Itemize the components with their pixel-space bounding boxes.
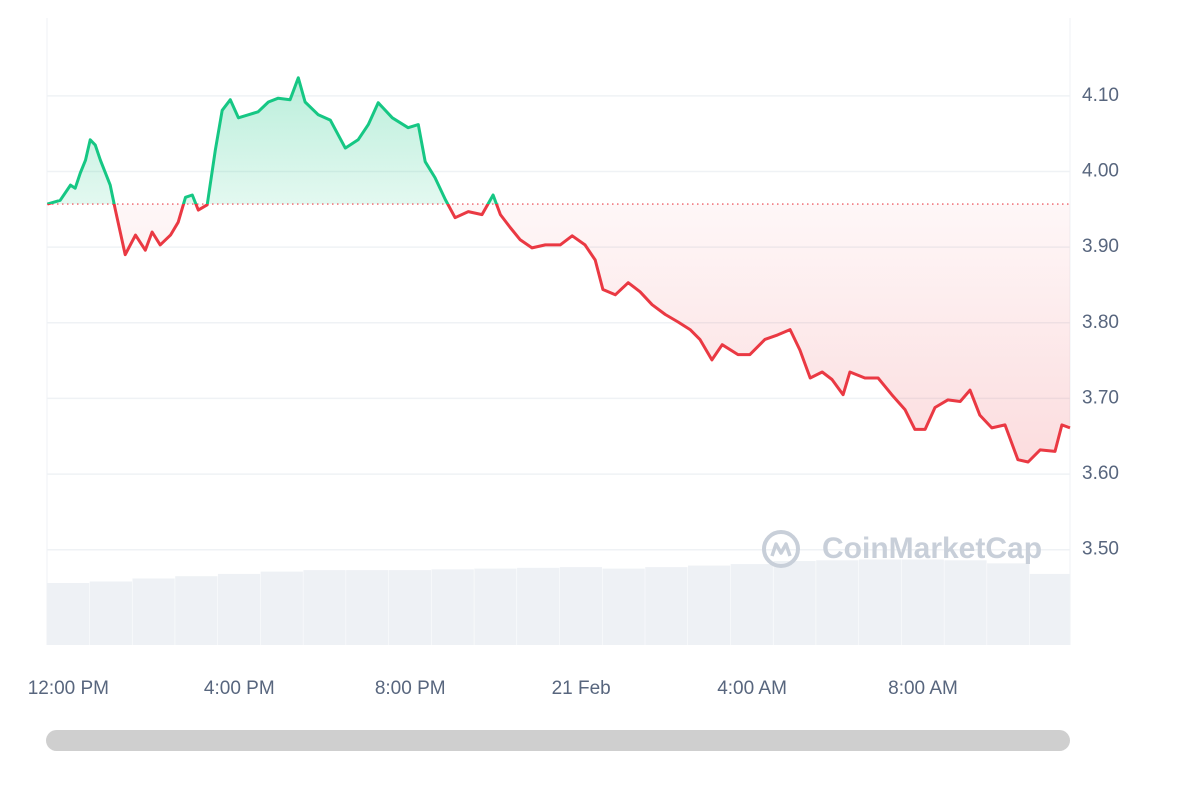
y-tick-label: 4.00 bbox=[1082, 161, 1119, 182]
volume-bar bbox=[217, 573, 261, 645]
volume-bar bbox=[47, 582, 90, 645]
volume-bar bbox=[1029, 573, 1070, 645]
x-tick-label: 12:00 PM bbox=[28, 678, 109, 699]
volume-bar bbox=[901, 559, 944, 645]
watermark-text: CoinMarketCap bbox=[822, 532, 1042, 565]
volume-bar bbox=[687, 565, 731, 645]
volume-bar bbox=[730, 564, 773, 645]
grid-layer bbox=[46, 18, 1071, 645]
volume-bar bbox=[987, 563, 1030, 645]
volume-bar bbox=[388, 570, 432, 645]
y-tick-label: 3.90 bbox=[1082, 236, 1119, 257]
volume-bar bbox=[944, 560, 987, 645]
volume-bar bbox=[346, 570, 389, 645]
label-layer: 3.50 3.60 3.70 3.80 3.90 4.00 4.10 12:00 PM 4:00… bbox=[28, 85, 1119, 699]
volume-layer bbox=[47, 559, 1070, 645]
volume-bar bbox=[816, 560, 859, 645]
volume-bar bbox=[773, 561, 816, 645]
volume-bar bbox=[645, 567, 688, 645]
volume-bar bbox=[602, 568, 645, 645]
price-line bbox=[46, 76, 1071, 464]
watermark: CoinMarketCap bbox=[762, 530, 1042, 568]
volume-bar bbox=[517, 567, 560, 645]
x-tick-label: 4:00 AM bbox=[717, 678, 787, 699]
x-tick-label: 4:00 PM bbox=[204, 678, 275, 699]
x-tick-label: 8:00 AM bbox=[888, 678, 958, 699]
y-tick-label: 3.60 bbox=[1082, 463, 1119, 484]
watermark-logo bbox=[762, 530, 800, 568]
watermark-logo-mark bbox=[770, 542, 792, 557]
volume-bar bbox=[132, 578, 175, 645]
volume-bar bbox=[303, 570, 346, 645]
volume-bar bbox=[559, 567, 603, 645]
volume-bar bbox=[474, 568, 517, 645]
volume-bar bbox=[89, 581, 132, 645]
y-tick-label: 3.50 bbox=[1082, 539, 1119, 560]
x-tick-label: 21 Feb bbox=[552, 678, 611, 699]
volume-bar bbox=[431, 569, 474, 645]
y-tick-label: 3.80 bbox=[1082, 312, 1119, 333]
volume-bar bbox=[858, 559, 902, 645]
volume-bar bbox=[260, 571, 303, 645]
data-layer bbox=[46, 76, 1071, 464]
y-tick-label: 3.70 bbox=[1082, 387, 1119, 408]
y-tick-label: 4.10 bbox=[1082, 85, 1119, 106]
price-area bbox=[47, 77, 1070, 463]
x-tick-label: 8:00 PM bbox=[375, 678, 446, 699]
scrollbar[interactable] bbox=[46, 730, 1070, 751]
volume-bar bbox=[175, 576, 218, 645]
